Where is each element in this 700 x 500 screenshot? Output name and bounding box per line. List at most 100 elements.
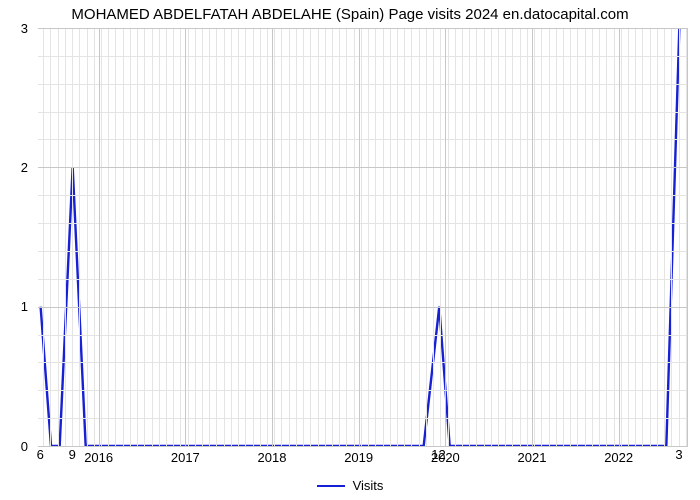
gridline-h-minor <box>38 335 688 336</box>
gridline-v-minor <box>209 28 210 446</box>
gridline-v-minor <box>621 28 622 446</box>
gridline-v-minor <box>108 28 109 446</box>
gridline-v-minor <box>361 28 362 446</box>
gridline-v-minor <box>520 28 521 446</box>
gridline-v-minor <box>650 28 651 446</box>
gridline-v-minor <box>50 28 51 446</box>
gridline-v-minor <box>549 28 550 446</box>
gridline-v-minor <box>455 28 456 446</box>
x-tick-label: 2016 <box>74 450 124 465</box>
gridline-v-minor <box>426 28 427 446</box>
gridline-h-minor <box>38 84 688 85</box>
gridline-v-minor <box>43 28 44 446</box>
gridline-v-minor <box>570 28 571 446</box>
gridline-h-minor <box>38 112 688 113</box>
gridline-v-minor <box>354 28 355 446</box>
gridline-v-minor <box>159 28 160 446</box>
chart-title: MOHAMED ABDELFATAH ABDELAHE (Spain) Page… <box>0 6 700 23</box>
gridline-v-minor <box>144 28 145 446</box>
gridline-h-minor <box>38 195 688 196</box>
gridline-v-minor <box>411 28 412 446</box>
gridline-h-minor <box>38 251 688 252</box>
x-tick-label: 2018 <box>247 450 297 465</box>
gridline-h-minor <box>38 56 688 57</box>
gridline-v-minor <box>289 28 290 446</box>
legend-label: Visits <box>353 478 384 493</box>
series-point-label: 6 <box>37 447 44 462</box>
gridline-v-minor <box>152 28 153 446</box>
gridline-h-major <box>38 167 688 168</box>
chart-container: { "title": { "text": "MOHAMED ABDELFATAH… <box>0 0 700 500</box>
gridline-v-major <box>445 28 446 446</box>
gridline-v-minor <box>224 28 225 446</box>
gridline-v-minor <box>577 28 578 446</box>
gridline-v-minor <box>130 28 131 446</box>
gridline-h-major <box>38 446 688 447</box>
gridline-v-minor <box>310 28 311 446</box>
gridline-v-minor <box>231 28 232 446</box>
gridline-v-minor <box>498 28 499 446</box>
x-tick-label: 2019 <box>334 450 384 465</box>
gridline-h-minor <box>38 223 688 224</box>
gridline-v-minor <box>484 28 485 446</box>
gridline-v-minor <box>79 28 80 446</box>
gridline-v-minor <box>123 28 124 446</box>
gridline-v-minor <box>173 28 174 446</box>
gridline-v-minor <box>72 28 73 446</box>
gridline-v-minor <box>281 28 282 446</box>
gridline-v-minor <box>318 28 319 446</box>
gridline-v-minor <box>267 28 268 446</box>
gridline-v-minor <box>383 28 384 446</box>
gridline-v-minor <box>202 28 203 446</box>
gridline-v-minor <box>115 28 116 446</box>
gridline-v-minor <box>563 28 564 446</box>
plot-svg <box>38 28 688 446</box>
gridline-v-minor <box>599 28 600 446</box>
gridline-v-major <box>619 28 620 446</box>
gridline-v-minor <box>87 28 88 446</box>
x-tick-label: 2017 <box>160 450 210 465</box>
gridline-v-major <box>532 28 533 446</box>
gridline-v-minor <box>332 28 333 446</box>
gridline-v-minor <box>614 28 615 446</box>
gridline-v-minor <box>325 28 326 446</box>
gridline-v-minor <box>368 28 369 446</box>
y-tick-label: 2 <box>0 160 28 175</box>
y-tick-label: 3 <box>0 21 28 36</box>
gridline-v-major <box>272 28 273 446</box>
gridline-h-minor <box>38 139 688 140</box>
series-point-label: 12 <box>431 447 445 462</box>
gridline-h-minor <box>38 418 688 419</box>
gridline-v-minor <box>94 28 95 446</box>
gridline-v-minor <box>188 28 189 446</box>
gridline-v-minor <box>238 28 239 446</box>
gridline-h-minor <box>38 390 688 391</box>
gridline-v-minor <box>419 28 420 446</box>
gridline-v-minor <box>635 28 636 446</box>
gridline-v-minor <box>260 28 261 446</box>
gridline-v-minor <box>512 28 513 446</box>
gridline-v-major <box>359 28 360 446</box>
gridline-v-minor <box>180 28 181 446</box>
gridline-v-minor <box>390 28 391 446</box>
gridline-v-minor <box>274 28 275 446</box>
gridline-v-major <box>99 28 100 446</box>
gridline-v-minor <box>195 28 196 446</box>
gridline-v-minor <box>65 28 66 446</box>
gridline-v-minor <box>339 28 340 446</box>
gridline-v-minor <box>346 28 347 446</box>
gridline-h-minor <box>38 279 688 280</box>
gridline-v-minor <box>166 28 167 446</box>
gridline-v-minor <box>462 28 463 446</box>
gridline-v-minor <box>296 28 297 446</box>
plot-border-top <box>38 28 688 29</box>
y-tick-label: 1 <box>0 299 28 314</box>
y-tick-label: 0 <box>0 439 28 454</box>
gridline-v-minor <box>556 28 557 446</box>
plot-border-right <box>687 28 688 446</box>
gridline-v-minor <box>527 28 528 446</box>
gridline-v-minor <box>375 28 376 446</box>
gridline-v-minor <box>671 28 672 446</box>
gridline-v-minor <box>585 28 586 446</box>
gridline-v-minor <box>679 28 680 446</box>
